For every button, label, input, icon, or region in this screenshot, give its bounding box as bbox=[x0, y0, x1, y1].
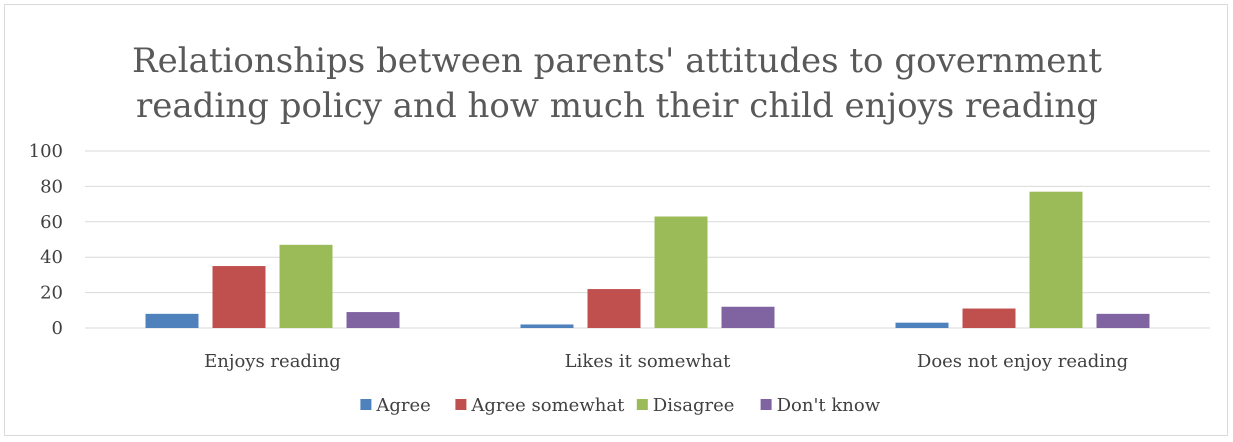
legend-label-agree-somewhat: Agree somewhat bbox=[470, 395, 625, 416]
bars bbox=[145, 191, 1150, 328]
y-tick-label-60: 60 bbox=[40, 212, 63, 233]
legend-label-agree: Agree bbox=[375, 395, 430, 416]
bar-agree-somewhat-likes-it-somewhat bbox=[587, 289, 641, 328]
chart-svg: Relationships between parents' attitudes… bbox=[29, 41, 1210, 416]
bar-agree-enjoys-reading bbox=[145, 313, 199, 328]
legend-swatch-agree bbox=[360, 399, 372, 410]
legend-swatch-don-t-know bbox=[760, 399, 772, 410]
x-category-label-likes-it-somewhat: Likes it somewhat bbox=[565, 351, 731, 372]
legend-swatch-agree-somewhat bbox=[455, 399, 467, 410]
gridlines bbox=[85, 150, 1210, 329]
legend: Agree Agree somewhat Disagree Don't know bbox=[360, 395, 881, 416]
bar-agree-likes-it-somewhat bbox=[520, 324, 574, 328]
legend-swatch-disagree bbox=[636, 399, 648, 410]
x-category-label-enjoys-reading: Enjoys reading bbox=[204, 351, 341, 372]
y-tick-label-100: 100 bbox=[29, 141, 63, 162]
bar-don-t-know-likes-it-somewhat bbox=[721, 306, 775, 328]
y-tick-label-40: 40 bbox=[40, 247, 63, 268]
y-tick-label-0: 0 bbox=[52, 318, 63, 339]
bar-agree-somewhat-does-not-enjoy-reading bbox=[962, 308, 1016, 328]
bar-don-t-know-enjoys-reading bbox=[346, 312, 400, 328]
bar-agree-somewhat-enjoys-reading bbox=[212, 266, 266, 328]
legend-label-disagree: Disagree bbox=[653, 395, 735, 416]
y-tick-label-20: 20 bbox=[40, 283, 63, 304]
bar-disagree-does-not-enjoy-reading bbox=[1029, 191, 1083, 328]
y-tick-label-80: 80 bbox=[40, 176, 63, 197]
x-category-label-does-not-enjoy-reading: Does not enjoy reading bbox=[917, 351, 1128, 372]
legend-label-don-t-know: Don't know bbox=[777, 395, 881, 416]
bar-disagree-likes-it-somewhat bbox=[654, 216, 708, 328]
x-axis-categories: Enjoys reading Likes it somewhat Does not … bbox=[204, 351, 1128, 372]
chart-title-line-1: Relationships between parents' attitudes… bbox=[132, 41, 1102, 81]
chart-area: Relationships between parents' attitudes… bbox=[4, 4, 1228, 436]
bar-disagree-enjoys-reading bbox=[279, 244, 333, 328]
chart-title-line-2: reading policy and how much their child … bbox=[136, 86, 1098, 126]
y-axis-ticks: 0 20 40 60 80 100 bbox=[29, 141, 63, 339]
bar-agree-does-not-enjoy-reading bbox=[895, 322, 949, 328]
bar-don-t-know-does-not-enjoy-reading bbox=[1096, 313, 1150, 328]
